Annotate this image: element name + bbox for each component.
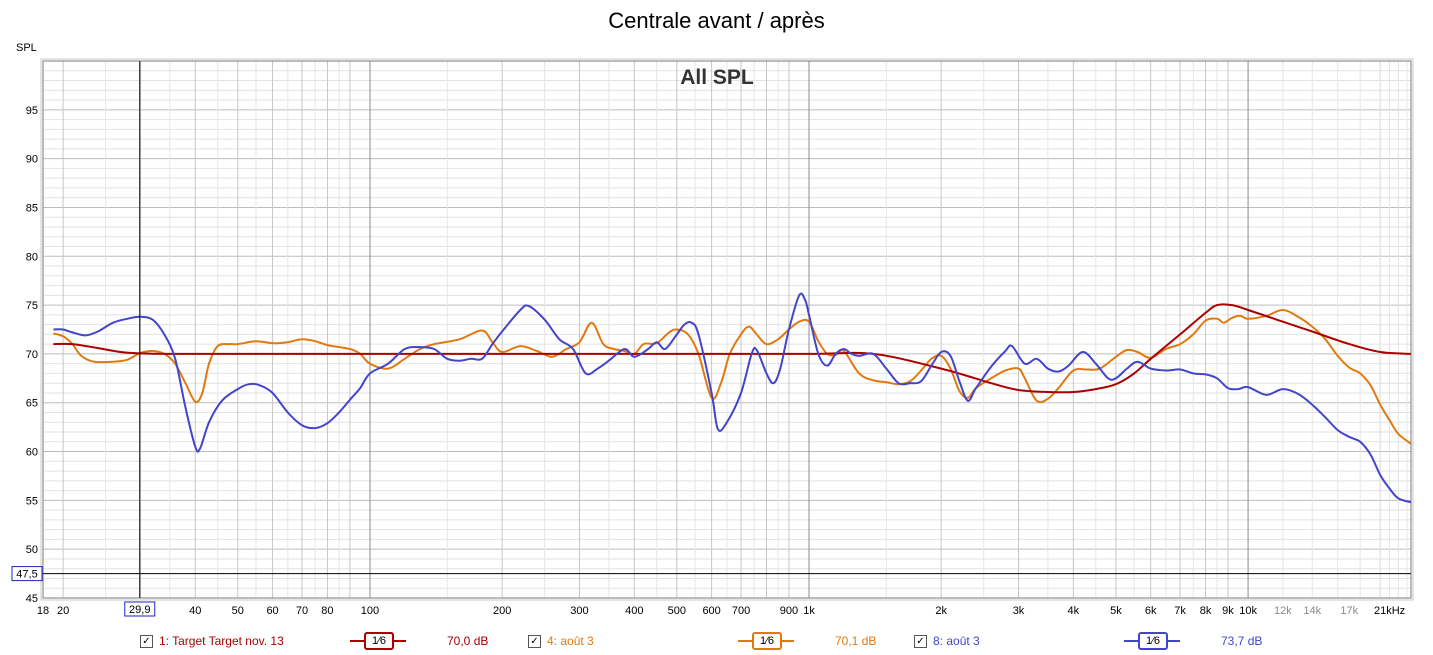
- smoothing-box-2[interactable]: 1⁄6: [752, 632, 782, 650]
- x-tick-label: 100: [361, 605, 379, 617]
- x-tick-label: 7k: [1174, 605, 1186, 617]
- x-tick-label: 10k: [1239, 605, 1257, 617]
- legend: ✓ 1: Target Target nov. 13 1⁄6 70,0 dB ✓…: [0, 630, 1433, 652]
- y-tick-label: 70: [26, 349, 38, 361]
- x-tick-label: 600: [702, 605, 720, 617]
- legend-checkbox-2[interactable]: ✓: [528, 634, 541, 648]
- smoothing-box-1[interactable]: 1⁄6: [364, 632, 394, 650]
- x-tick-label: 700: [732, 605, 750, 617]
- y-tick-label: 90: [26, 154, 38, 166]
- x-tick-label: 50: [232, 605, 244, 617]
- cursor-x-readout-box: [124, 601, 156, 617]
- x-tick-label: 900: [780, 605, 798, 617]
- legend-checkbox-1[interactable]: ✓: [140, 634, 153, 648]
- x-tick-label: 70: [296, 605, 308, 617]
- x-tick-label: 1k: [803, 605, 815, 617]
- x-tick-label: 17k: [1340, 605, 1358, 617]
- series-line-2: [53, 309, 1411, 445]
- x-tick-label: 18: [37, 605, 49, 617]
- x-tick-label: 500: [668, 605, 686, 617]
- x-tick-label: 40: [189, 605, 201, 617]
- x-tick-label: 400: [625, 605, 643, 617]
- series-layer: [53, 292, 1411, 504]
- x-tick-label: 12k: [1274, 605, 1292, 617]
- smoothing-box-3[interactable]: 1⁄6: [1138, 632, 1168, 650]
- graph-inner-label: All SPL: [680, 66, 754, 89]
- legend-level-1: 70,0 dB: [447, 634, 489, 648]
- grid-layer: [40, 58, 1414, 601]
- smoothing-swatch-2[interactable]: 1⁄6: [738, 632, 794, 650]
- plot-outer-frame: [40, 58, 1414, 601]
- x-tick-label: 14k: [1303, 605, 1321, 617]
- y-axis-label: SPL: [16, 42, 37, 54]
- y-tick-label: 95: [26, 105, 38, 117]
- x-tick-label: 200: [493, 605, 511, 617]
- y-tick-label: 75: [26, 300, 38, 312]
- x-tick-label: 5k: [1110, 605, 1122, 617]
- x-tick-label: 20: [57, 605, 69, 617]
- x-tick-label: 9k: [1222, 605, 1234, 617]
- x-tick-label: 80: [321, 605, 333, 617]
- cursor-layer: 29,9 47,5: [11, 61, 1411, 617]
- legend-item-2[interactable]: ✓ 4: août 3: [528, 630, 594, 652]
- x-tick-label: 300: [570, 605, 588, 617]
- x-tick-label: 4k: [1068, 605, 1080, 617]
- smoothing-swatch-1[interactable]: 1⁄6: [350, 632, 406, 650]
- tick-labels: 45 50 55 60 65 70 75 80 85 90 95 18 20 40 50 60 70 80 100 2…: [26, 105, 1405, 617]
- plot-frame: [42, 60, 1412, 599]
- series-line-3: [53, 292, 1411, 504]
- legend-level-2: 70,1 dB: [835, 634, 877, 648]
- y-tick-label: 60: [26, 447, 38, 459]
- x-tick-label: 21kHz: [1374, 605, 1405, 617]
- y-tick-label: 45: [26, 593, 38, 605]
- legend-item-3[interactable]: ✓ 8: août 3: [914, 630, 980, 652]
- y-tick-label: 65: [26, 398, 38, 410]
- x-tick-label: 8k: [1200, 605, 1212, 617]
- x-tick-label: 3k: [1013, 605, 1025, 617]
- cursor-y-readout: 47,5: [16, 569, 37, 581]
- smoothing-swatch-3[interactable]: 1⁄6: [1124, 632, 1180, 650]
- y-tick-label: 85: [26, 202, 38, 214]
- chart-title: Centrale avant / après: [608, 8, 825, 33]
- legend-level-3: 73,7 dB: [1221, 634, 1263, 648]
- y-tick-label: 50: [26, 544, 38, 556]
- legend-checkbox-3[interactable]: ✓: [914, 634, 927, 648]
- x-tick-label: 6k: [1145, 605, 1157, 617]
- y-tick-label: 80: [26, 251, 38, 263]
- y-tick-label: 55: [26, 495, 38, 507]
- x-tick-label: 60: [266, 605, 278, 617]
- legend-name-3: 8: août 3: [933, 634, 980, 648]
- legend-name-2: 4: août 3: [547, 634, 594, 648]
- cursor-x-readout: 29,9: [129, 604, 150, 616]
- legend-item-1[interactable]: ✓ 1: Target Target nov. 13: [140, 630, 284, 652]
- cursor-y-readout-box: [11, 566, 43, 582]
- x-tick-label: 2k: [935, 605, 947, 617]
- legend-name-1: 1: Target Target nov. 13: [159, 634, 284, 648]
